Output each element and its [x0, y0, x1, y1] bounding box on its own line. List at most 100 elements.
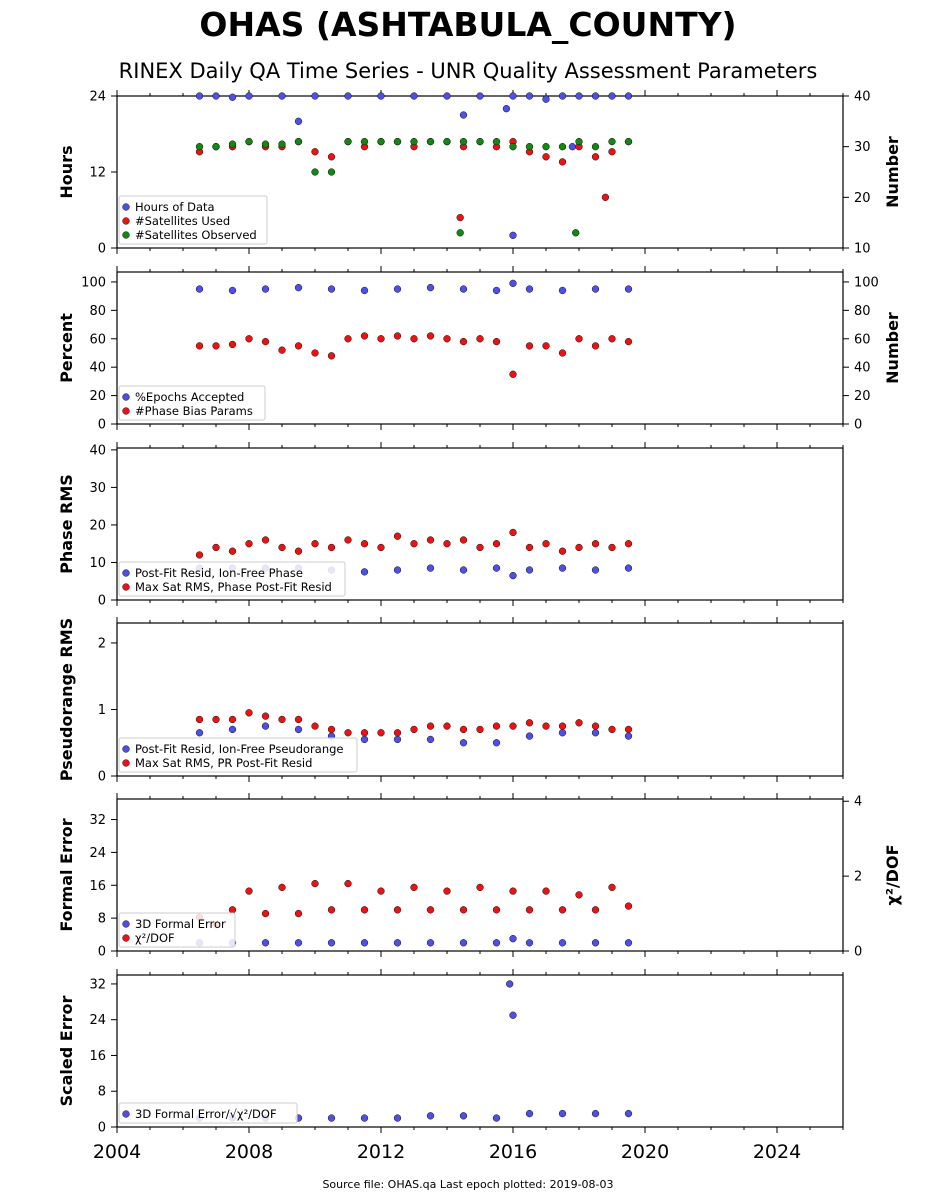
legend-label: #Satellites Observed — [135, 228, 257, 242]
data-point — [608, 883, 616, 892]
data-point — [360, 939, 369, 947]
data-point — [542, 887, 550, 895]
y-right-tick-label: 40 — [854, 90, 871, 105]
data-point — [575, 891, 583, 899]
data-point — [525, 906, 534, 914]
legend-marker — [122, 745, 130, 753]
data-point — [410, 883, 418, 892]
y-tick-label: 0 — [98, 242, 106, 257]
data-point — [502, 105, 511, 113]
figure-subtitle: RINEX Daily QA Time Series - UNR Quality… — [119, 59, 818, 83]
data-point — [344, 335, 352, 343]
x-tick-label: 2024 — [753, 1141, 801, 1163]
data-point — [558, 286, 567, 295]
data-point — [393, 532, 402, 540]
data-point — [311, 349, 319, 357]
legend-marker — [122, 569, 130, 577]
data-point — [212, 715, 220, 724]
data-point — [608, 92, 616, 100]
data-point — [624, 137, 633, 146]
data-point — [492, 1114, 501, 1122]
data-point — [608, 543, 616, 552]
y-tick-label: 40 — [89, 443, 106, 458]
data-point — [426, 137, 435, 146]
y-tick-label: 30 — [89, 481, 106, 496]
data-point — [509, 370, 517, 378]
legend-marker — [122, 393, 130, 401]
data-point — [278, 92, 286, 100]
data-point — [426, 564, 435, 572]
data-point — [525, 732, 534, 740]
legend-box — [118, 737, 358, 773]
data-point — [261, 722, 270, 730]
legend-box — [118, 1102, 298, 1124]
data-point — [558, 1109, 567, 1118]
data-point — [360, 906, 369, 914]
x-tick-label: 2012 — [357, 1141, 405, 1163]
data-point — [377, 887, 385, 895]
y-tick-label: 24 — [89, 90, 106, 105]
data-point — [459, 337, 468, 346]
data-point — [624, 725, 633, 734]
data-point — [245, 540, 253, 548]
y-axis-label: Pseudorange RMS — [57, 618, 76, 781]
data-point — [327, 285, 336, 293]
data-point — [575, 137, 583, 146]
y-tick-label: 2 — [98, 636, 106, 651]
data-point — [294, 137, 303, 146]
data-point — [591, 153, 600, 161]
source-footer: Source file: OHAS.qa Last epoch plotted:… — [322, 1178, 613, 1191]
y-right-tick-label: 20 — [854, 389, 871, 404]
data-point — [525, 342, 534, 350]
data-point — [624, 564, 633, 572]
data-point — [459, 725, 468, 734]
legend-marker — [122, 934, 130, 942]
y-axis-label: Phase RMS — [57, 474, 76, 574]
data-point — [476, 543, 484, 552]
data-point — [509, 571, 517, 580]
legend-box — [118, 912, 236, 948]
data-point — [509, 1011, 517, 1019]
data-point — [542, 95, 550, 103]
data-point — [327, 725, 336, 734]
data-point — [360, 332, 369, 340]
legend-label: Max Sat RMS, PR Post-Fit Resid — [135, 756, 312, 770]
y-tick-label: 16 — [89, 879, 106, 894]
data-point — [195, 92, 204, 100]
y-axis-label: Percent — [57, 313, 76, 383]
data-point — [542, 540, 550, 548]
data-point — [443, 722, 451, 730]
series-1 — [195, 935, 633, 947]
data-point — [426, 283, 435, 292]
data-point — [509, 528, 517, 537]
data-point — [261, 285, 270, 293]
y-axis-label-right: Number — [883, 312, 902, 384]
data-point — [456, 229, 464, 237]
data-point — [294, 909, 303, 918]
data-point — [360, 729, 369, 737]
data-point — [624, 1109, 633, 1118]
series-2 — [195, 528, 633, 559]
data-point — [212, 143, 220, 151]
data-point — [591, 342, 600, 350]
data-point — [327, 168, 336, 176]
y-tick-label: 40 — [89, 361, 106, 376]
legend-label: #Satellites Used — [135, 214, 230, 228]
data-point — [591, 939, 600, 947]
data-point — [572, 229, 580, 237]
y-right-tick-label: 80 — [854, 304, 871, 319]
data-point — [393, 566, 402, 574]
series-1 — [195, 279, 633, 295]
data-point — [443, 887, 451, 895]
data-point — [476, 137, 484, 146]
data-point — [278, 883, 286, 892]
data-point — [410, 725, 418, 734]
data-point — [558, 729, 567, 737]
data-point — [591, 566, 600, 574]
data-point — [456, 213, 464, 222]
series-2 — [195, 879, 633, 929]
legend-label: 3D Formal Error — [135, 917, 226, 931]
data-point — [443, 137, 451, 146]
data-point — [492, 939, 501, 947]
